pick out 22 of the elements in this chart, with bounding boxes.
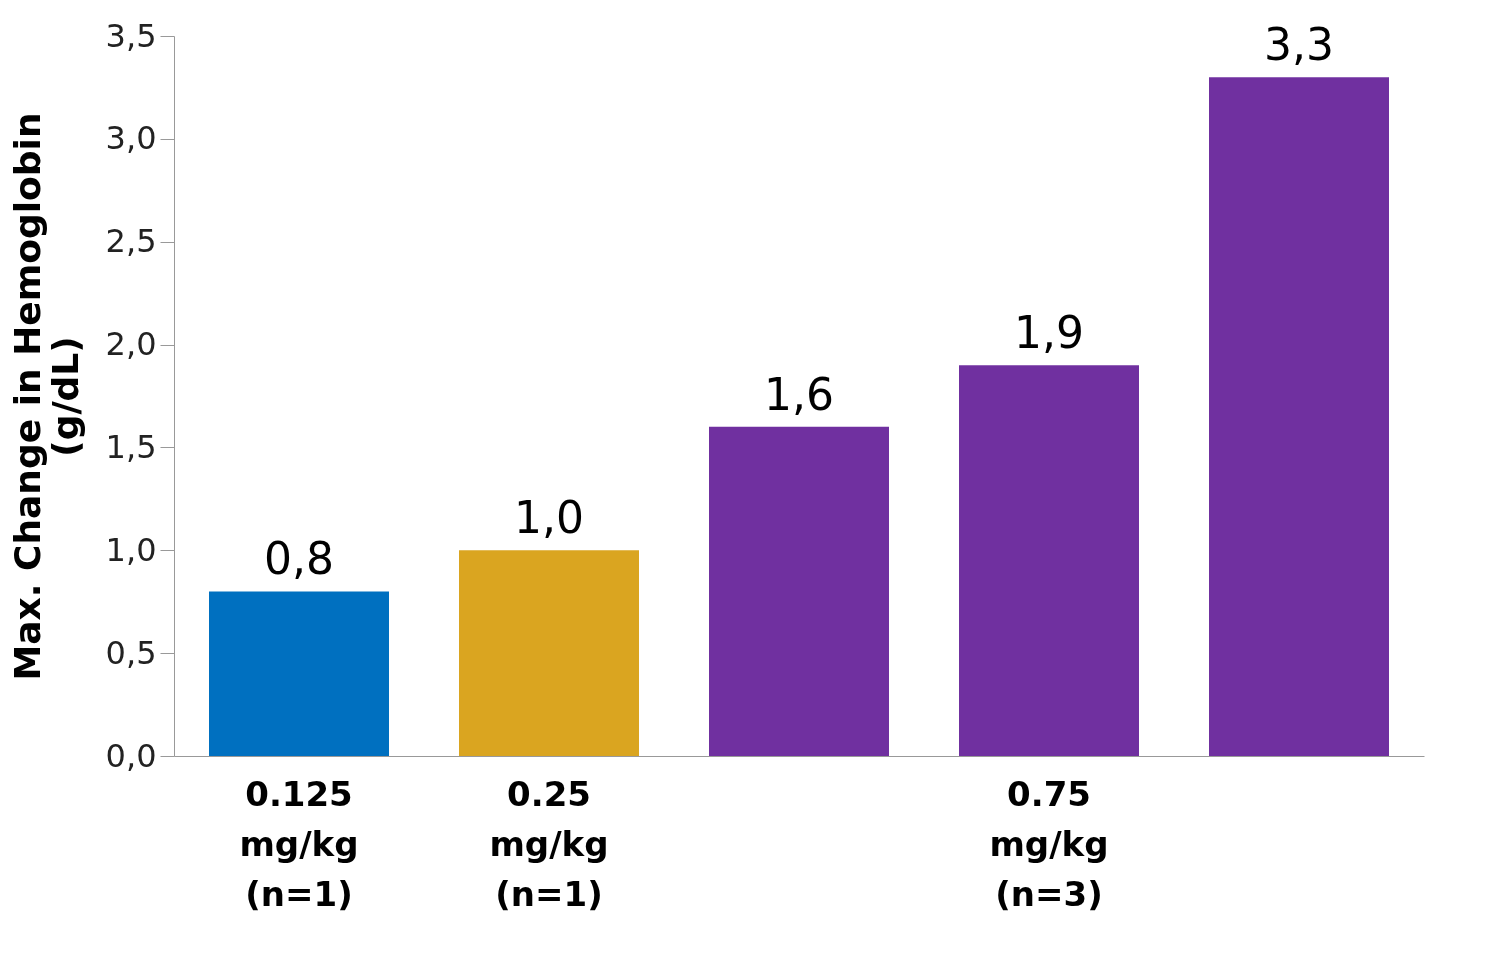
data-label: 1,9 — [1014, 307, 1084, 359]
y-tick-label: 0,0 — [105, 736, 157, 775]
data-label: 3,3 — [1264, 19, 1334, 71]
y-tick-label: 3,0 — [105, 119, 157, 158]
data-label: 1,6 — [764, 368, 834, 420]
bar — [1209, 77, 1389, 756]
y-tick-label: 1,0 — [105, 530, 157, 569]
data-label: 0,8 — [264, 533, 334, 585]
bar — [709, 426, 889, 756]
x-tick-label: 0.75 mg/kg (n=3) — [989, 773, 1109, 914]
x-tick-label: 0.25 mg/kg (n=1) — [489, 773, 609, 914]
x-tick-label: 0.125 mg/kg (n=1) — [239, 773, 359, 914]
bar — [209, 591, 389, 756]
y-tick-label: 1,5 — [105, 427, 157, 466]
data-label: 1,0 — [514, 492, 584, 544]
y-tick-label: 0,5 — [105, 633, 157, 672]
bar — [959, 365, 1139, 756]
y-axis-title: Max. Change in Hemoglobin (g/dL) — [6, 112, 86, 681]
y-tick-label: 2,5 — [105, 222, 157, 261]
bar — [459, 550, 639, 756]
y-tick-label: 3,5 — [105, 16, 157, 55]
y-tick-label: 2,0 — [105, 325, 157, 364]
